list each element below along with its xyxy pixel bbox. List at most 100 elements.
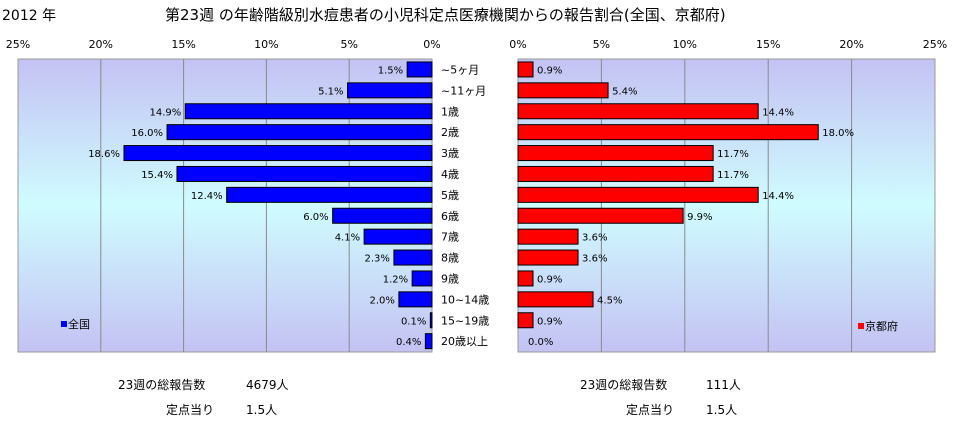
year-label: 2012 年 — [2, 8, 56, 24]
footer-left: 23週の総報告数 4679人 定点当り 1.5人 — [118, 377, 289, 417]
right-tick-label: 25% — [923, 38, 947, 51]
footer-left-total-label: 23週の総報告数 — [118, 377, 205, 392]
footer-right-per-value: 1.5人 — [706, 403, 737, 417]
data-label-kyoto: 0.9% — [537, 316, 562, 327]
category-label: 20歳以上 — [441, 335, 488, 348]
footer-left-per-value: 1.5人 — [246, 403, 277, 417]
footer-right-per-label: 定点当り — [626, 402, 674, 417]
category-label: 8歳 — [441, 252, 459, 265]
data-label-national: 6.0% — [303, 212, 328, 223]
right-axis-ticks: 0% 5% 10% 15% 20% 25% — [509, 38, 947, 51]
bar-kyoto — [517, 270, 534, 287]
bar-national — [347, 82, 433, 99]
bar-national — [393, 249, 433, 266]
right-tick-label: 5% — [593, 38, 610, 51]
category-label: 7歳 — [441, 231, 459, 244]
left-plot-area — [17, 58, 433, 353]
bar-national — [406, 61, 433, 78]
legend-label-kyoto: 京都府 — [865, 319, 898, 333]
bar-national — [424, 333, 433, 350]
left-tick-label: 10% — [254, 38, 278, 51]
right-plot-area — [517, 58, 936, 353]
data-label-kyoto: 0.0% — [528, 337, 553, 348]
data-label-national: 14.9% — [149, 107, 181, 118]
footer-right: 23週の総報告数 111人 定点当り 1.5人 — [580, 377, 741, 417]
bar-kyoto — [517, 186, 759, 203]
legend-label-national: 全国 — [68, 317, 90, 331]
category-labels: ~5ヶ月 ~11ヶ月 1歳 2歳 3歳 4歳 5歳 6歳 7歳 8歳 9歳 10~14歳 15~19歳 2… — [441, 63, 489, 348]
left-tick-label: 25% — [6, 38, 30, 51]
data-label-kyoto: 0.9% — [537, 274, 562, 285]
category-label: 10~14歳 — [441, 293, 489, 306]
footer-right-total-label: 23週の総報告数 — [580, 377, 667, 392]
left-bars — [123, 61, 433, 350]
bar-kyoto — [517, 249, 579, 266]
data-label-national: 2.0% — [369, 295, 394, 306]
bar-national — [226, 186, 433, 203]
bar-national — [411, 270, 433, 287]
data-label-national: 15.4% — [141, 170, 173, 181]
footer-left-total-value: 4679人 — [246, 378, 289, 392]
data-label-kyoto: 11.7% — [717, 170, 749, 181]
category-label: 1歳 — [441, 105, 459, 118]
bar-kyoto — [517, 207, 684, 224]
right-tick-label: 20% — [839, 38, 863, 51]
left-data-labels: 1.5% 5.1% 14.9% 16.0% 18.6% 15.4% 12.4% 6.0% 4.1… — [88, 65, 426, 348]
data-label-national: 12.4% — [191, 191, 223, 202]
right-tick-label: 0% — [509, 38, 526, 51]
bar-kyoto — [517, 103, 759, 120]
category-label: ~5ヶ月 — [441, 63, 479, 76]
left-tick-label: 0% — [423, 38, 440, 51]
bar-national — [123, 145, 433, 162]
bar-kyoto — [517, 61, 534, 78]
bar-national — [398, 291, 433, 308]
bar-kyoto — [517, 228, 579, 245]
right-tick-label: 15% — [756, 38, 780, 51]
right-tick-label: 10% — [673, 38, 697, 51]
bar-kyoto — [517, 145, 714, 162]
data-label-kyoto: 18.0% — [822, 128, 854, 139]
data-label-national: 0.1% — [401, 316, 426, 327]
data-label-national: 2.3% — [365, 254, 390, 265]
category-label: 15~19歳 — [441, 314, 489, 327]
data-label-kyoto: 9.9% — [687, 212, 712, 223]
legend-national: 全国 — [61, 317, 90, 331]
bar-kyoto — [517, 165, 714, 182]
legend-swatch-national — [61, 321, 67, 327]
category-label: 4歳 — [441, 168, 459, 181]
right-bars — [517, 61, 819, 329]
category-label: 9歳 — [441, 272, 459, 285]
data-label-kyoto: 14.4% — [762, 107, 794, 118]
legend-kyoto: 京都府 — [858, 319, 898, 333]
bar-national — [184, 103, 433, 120]
bar-national — [332, 207, 433, 224]
bar-kyoto — [517, 82, 609, 99]
category-label: 6歳 — [441, 210, 459, 223]
category-label: 3歳 — [441, 147, 459, 160]
data-label-national: 1.2% — [383, 274, 408, 285]
data-label-national: 1.5% — [378, 65, 403, 76]
left-tick-label: 20% — [89, 38, 113, 51]
left-tick-label: 5% — [340, 38, 357, 51]
data-label-national: 0.4% — [396, 337, 421, 348]
data-label-kyoto: 3.6% — [582, 254, 607, 265]
bar-national — [176, 165, 433, 182]
left-axis-ticks: 25% 20% 15% 10% 5% 0% — [6, 38, 441, 51]
category-label: ~11ヶ月 — [441, 84, 486, 97]
data-label-kyoto: 11.7% — [717, 149, 749, 160]
legend-swatch-kyoto — [858, 323, 864, 329]
left-tick-label: 15% — [171, 38, 195, 51]
data-label-kyoto: 5.4% — [612, 86, 637, 97]
data-label-national: 16.0% — [131, 128, 163, 139]
data-label-kyoto: 4.5% — [597, 295, 622, 306]
data-label-national: 5.1% — [318, 86, 343, 97]
bar-kyoto — [517, 312, 534, 329]
data-label-kyoto: 14.4% — [762, 191, 794, 202]
data-label-kyoto: 0.9% — [537, 65, 562, 76]
footer-right-total-value: 111人 — [706, 378, 741, 392]
category-label: 5歳 — [441, 189, 459, 202]
data-label-national: 4.1% — [335, 233, 360, 244]
bar-national — [166, 124, 433, 141]
